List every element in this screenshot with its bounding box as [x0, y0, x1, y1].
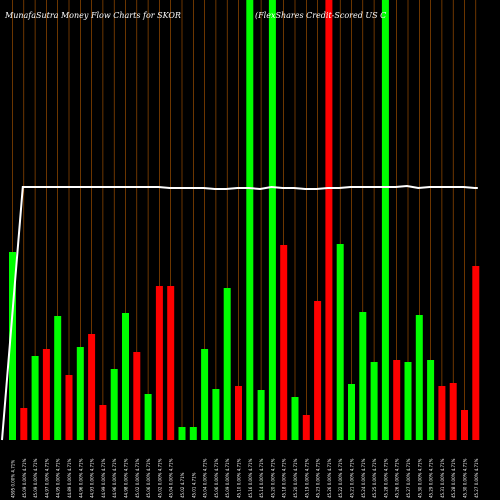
- money-flow-bar: [155, 286, 163, 440]
- price-line: [1, 184, 478, 441]
- x-tick-label: 45.29 0.00% 4.71%: [429, 458, 434, 498]
- x-tick-label: 44.97 0.00% 4.71%: [44, 458, 49, 498]
- x-tick-label: 45.06 0.00% 4.71%: [214, 458, 219, 498]
- money-flow-bar: [427, 360, 435, 440]
- x-tick-label: 44.93 0.00% 4.71%: [90, 458, 95, 498]
- money-flow-bar: [438, 386, 446, 440]
- x-tick-label: 44.95 0.00% 4.71%: [56, 458, 61, 498]
- x-tick-label: 45.10 0.00% 4.71%: [237, 458, 242, 498]
- money-flow-bar: [133, 352, 141, 440]
- money-flow-bar: [268, 0, 276, 440]
- money-flow-bar: [167, 286, 175, 440]
- x-tick-label: 45.04 0.00% 4.71%: [169, 458, 174, 498]
- money-flow-bar: [20, 408, 28, 440]
- money-flow-bar: [280, 245, 288, 440]
- money-flow-bar: [246, 0, 254, 440]
- x-tick-label: 45.09 0.00% 4.71%: [225, 458, 230, 498]
- money-flow-bar: [472, 266, 480, 440]
- chart-title: MunafaSutra Money Flow Charts for SKOR: [5, 11, 181, 20]
- x-tick-label: 45.20 0.00% 4.71%: [293, 458, 298, 498]
- x-tick-label: 45.14 0.00% 4.71%: [259, 458, 264, 498]
- money-flow-bar: [189, 427, 197, 440]
- money-flow-bar: [235, 386, 242, 440]
- x-tick-label: 45.02 0.00% 4.71%: [157, 458, 162, 498]
- x-tick-label: 44.89 0.00% 4.71%: [67, 458, 72, 498]
- x-tick-label: 45.02 4.71%: [180, 472, 185, 498]
- x-tick-label: 45.21 0.00% 4.71%: [350, 458, 355, 498]
- x-tick-label: 44.96 0.00% 4.71%: [78, 458, 83, 498]
- money-flow-bar: [302, 415, 310, 440]
- x-tick-label: 45.23 0.00% 4.71%: [316, 458, 321, 498]
- money-flow-bar: [223, 288, 231, 440]
- x-tick-label: 45.24 0.00% 4.71%: [361, 458, 366, 498]
- money-flow-bar: [144, 394, 152, 440]
- x-tick-label: 45.27 0.00% 4.71%: [406, 458, 411, 498]
- x-tick-label: 45.27 0.00% 4.71%: [474, 458, 479, 498]
- money-flow-bar: [110, 369, 118, 440]
- money-flow-bar: [449, 383, 457, 440]
- chart-subtitle: (FlexShares Credit-Scored US C: [255, 11, 387, 20]
- money-flow-bar: [178, 427, 186, 440]
- x-tick-label: 45.31 0.00% 4.71%: [440, 458, 445, 498]
- x-tick-label: 45.01 4.71%: [191, 472, 196, 498]
- x-tick-label: 45.28 0.00% 4.71%: [451, 458, 456, 498]
- money-flow-bar: [257, 390, 265, 440]
- x-tick-label: 45.30 0.00% 4.71%: [463, 458, 468, 498]
- x-tick-label: 44.98 0.00% 4.71%: [124, 458, 129, 498]
- money-flow-bar: [393, 360, 401, 440]
- money-flow-bar: [381, 0, 389, 440]
- money-flow-bar: [348, 384, 355, 440]
- money-flow-bar: [336, 244, 344, 440]
- money-flow-bar: [122, 313, 129, 440]
- x-tick-label: 45.28 0.00% 4.71%: [383, 458, 388, 498]
- x-tick-label: 45.25 0.00% 4.71%: [372, 458, 377, 498]
- money-flow-bar: [76, 347, 84, 440]
- x-tick-label: 45.09 0.00% 4.71%: [33, 458, 38, 498]
- x-tick-label: 45.06 0.00% 4.71%: [146, 458, 151, 498]
- money-flow-bar: [65, 375, 73, 440]
- x-tick-label: 45.30 0.00% 4.71%: [417, 458, 422, 498]
- money-flow-bar: [415, 315, 423, 440]
- money-flow-bar: [212, 389, 220, 440]
- x-tick-label: 4595 0.00% 4.71%: [11, 460, 16, 498]
- x-tick-label: 45.09 0.00% 4.71%: [22, 458, 27, 498]
- x-tick-label: 45.26 0.00% 4.71%: [327, 458, 332, 498]
- money-flow-bar: [88, 334, 96, 440]
- x-tick-label: 45.16 0.00% 4.71%: [248, 458, 253, 498]
- x-tick-label: 44.96 0.00% 4.71%: [112, 458, 117, 498]
- x-tick-label: 45.04 0.00% 4.71%: [203, 458, 208, 498]
- x-tick-label: 45.26 0.00% 4.71%: [395, 458, 400, 498]
- money-flow-bar: [99, 405, 107, 440]
- money-flow-bar: [314, 301, 322, 440]
- x-tick-label: 45.02 0.00% 4.71%: [135, 458, 140, 498]
- money-flow-bar: [9, 252, 16, 440]
- money-flow-bar: [461, 410, 468, 440]
- money-flow-bar: [404, 362, 412, 440]
- x-axis-labels: 4595 0.00% 4.71% 45.09 0.00% 4.71% 45.09 0…: [11, 458, 479, 498]
- money-flow-bar: [42, 349, 50, 440]
- money-flow-bar: [325, 0, 333, 440]
- money-flow-bar: [31, 356, 39, 440]
- money-flow-bar: [291, 397, 299, 440]
- x-tick-label: 45.19 0.00% 4.71%: [304, 458, 309, 498]
- money-flow-bars: [9, 0, 480, 440]
- money-flow-bar: [359, 312, 367, 440]
- money-flow-bar: [370, 362, 378, 440]
- money-flow-bar: [54, 316, 62, 440]
- x-tick-label: 45.20 0.00% 4.71%: [270, 458, 275, 498]
- x-tick-label: 45.22 0.00% 4.71%: [338, 458, 343, 498]
- money-flow-bar: [201, 349, 209, 440]
- x-tick-label: 44.99 0.00% 4.71%: [101, 458, 106, 498]
- x-tick-label: 45.18 0.00% 4.71%: [282, 458, 287, 498]
